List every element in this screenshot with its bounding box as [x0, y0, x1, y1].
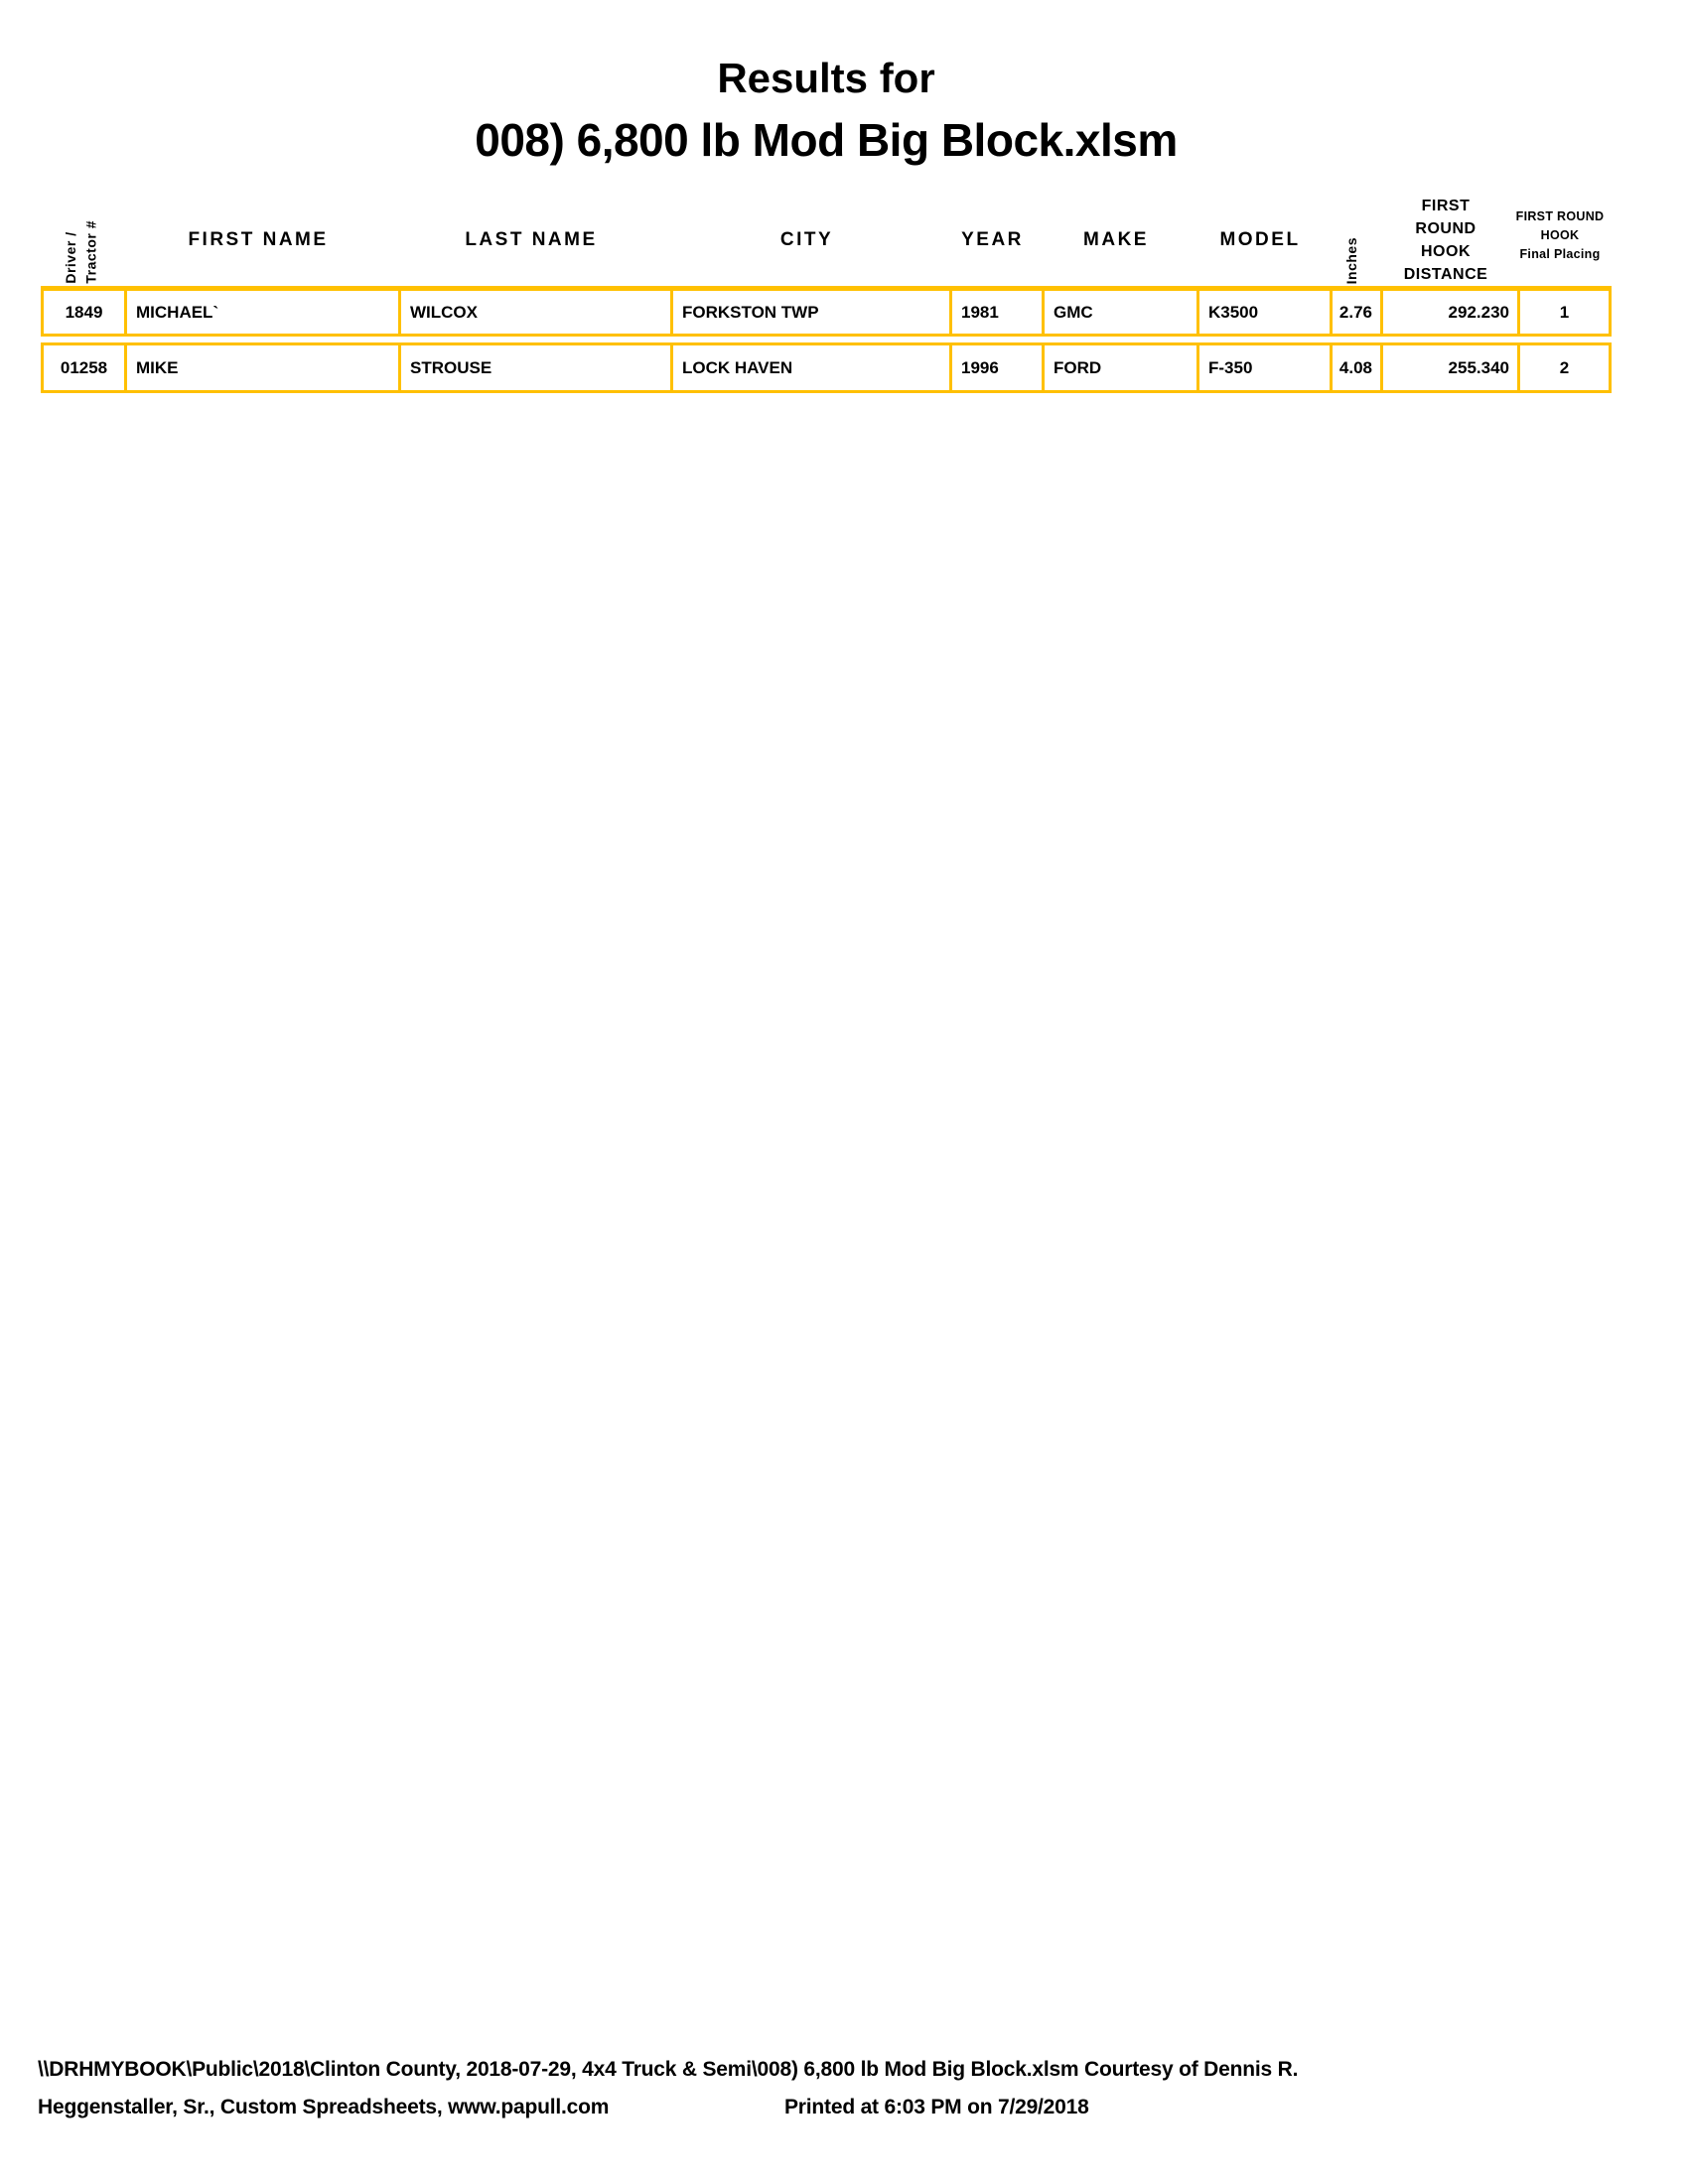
- cell-driver-number: 01258: [60, 357, 108, 377]
- column-header-first-name: FIRST NAME: [188, 229, 329, 250]
- cell-year: 1996: [949, 345, 1042, 390]
- column-header-first-round-hook-final-placing: FIRST ROUND HOOK Final Placing: [1515, 208, 1605, 261]
- footer-credits: Heggenstaller, Sr., Custom Spreadsheets,…: [38, 2096, 610, 2118]
- results-table-header: Driver / Tractor # FIRST NAME LAST NAME …: [41, 195, 1612, 286]
- table-row: 01258 MIKE STROUSE LOCK HAVEN 1996 FORD …: [41, 342, 1612, 393]
- page-footer: \\DRHMYBOOK\Public\2018\Clinton County, …: [38, 2057, 1646, 2120]
- cell-year: 1981: [949, 291, 1042, 334]
- page-title: Results for: [717, 55, 935, 101]
- cell-make: FORD: [1042, 345, 1196, 390]
- cell-last-name: WILCOX: [398, 291, 670, 334]
- cell-first-round-hook-distance: 255.340: [1380, 345, 1517, 390]
- cell-final-placing: 1: [1517, 291, 1609, 334]
- column-header-inches: Inches: [1327, 195, 1377, 286]
- column-header-make: MAKE: [1083, 229, 1149, 250]
- cell-city: LOCK HAVEN: [670, 345, 949, 390]
- column-header-city: CITY: [779, 229, 834, 250]
- footer-printed-timestamp: Printed at 6:03 PM on 7/29/2018: [784, 2096, 1089, 2118]
- cell-model: K3500: [1196, 291, 1330, 334]
- cell-last-name: STROUSE: [398, 345, 670, 390]
- footer-file-path: \\DRHMYBOOK\Public\2018\Clinton County, …: [38, 2058, 1299, 2081]
- column-header-year: YEAR: [961, 229, 1024, 250]
- page-title-block: Results for 008) 6,800 lb Mod Big Block.…: [41, 54, 1612, 169]
- cell-city: FORKSTON TWP: [670, 291, 949, 334]
- cell-first-name: MICHAEL`: [124, 291, 398, 334]
- column-header-model: MODEL: [1219, 229, 1301, 250]
- cell-make: GMC: [1042, 291, 1196, 334]
- column-header-driver-tractor-number-label: Driver / Tractor #: [63, 220, 99, 284]
- cell-driver-number: 1849: [65, 302, 103, 322]
- column-header-first-round-hook-distance: FIRST ROUND HOOK DISTANCE: [1403, 198, 1488, 283]
- cell-first-round-hook-distance: 292.230: [1380, 291, 1517, 334]
- table-row: 1849 MICHAEL` WILCOX FORKSTON TWP 1981 G…: [41, 286, 1612, 337]
- cell-inches: 2.76: [1330, 291, 1380, 334]
- cell-model: F-350: [1196, 345, 1330, 390]
- footer-line2: Heggenstaller, Sr., Custom Spreadsheets,…: [38, 2095, 1646, 2120]
- cell-final-placing: 2: [1517, 345, 1609, 390]
- column-header-inches-label: Inches: [1343, 236, 1360, 284]
- column-header-driver-tractor-number: Driver / Tractor #: [41, 195, 121, 286]
- cell-inches: 4.08: [1330, 345, 1380, 390]
- page-subtitle-filename: 008) 6,800 lb Mod Big Block.xlsm: [475, 114, 1178, 166]
- column-header-last-name: LAST NAME: [465, 229, 598, 250]
- cell-first-name: MIKE: [124, 345, 398, 390]
